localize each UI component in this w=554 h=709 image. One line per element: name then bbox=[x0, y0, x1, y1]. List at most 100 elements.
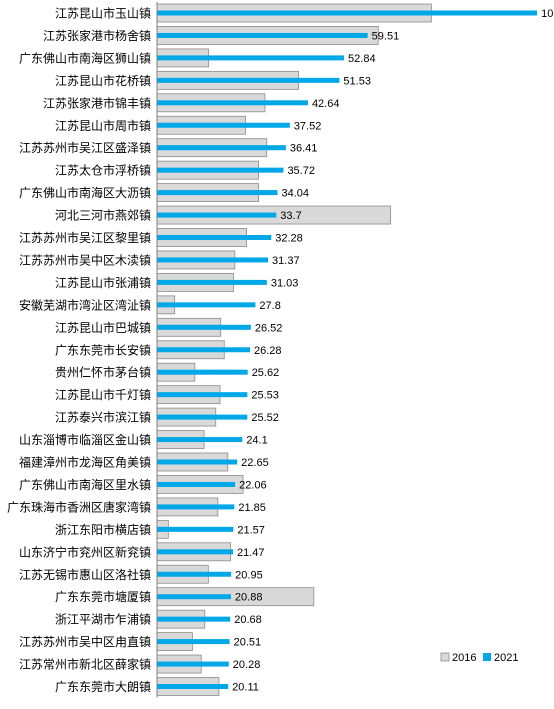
bar-2021 bbox=[157, 32, 368, 38]
category-row: 山东济宁市兖州区新兖镇 21.47 bbox=[19, 542, 265, 562]
category-label: 江苏昆山市玉山镇 bbox=[55, 6, 151, 21]
value-label-2021: 51.53 bbox=[343, 75, 371, 87]
bar-2021 bbox=[157, 661, 229, 667]
value-label-2021: 25.62 bbox=[252, 367, 280, 379]
value-label-2021: 42.64 bbox=[312, 98, 340, 110]
value-label-2021: 20.68 bbox=[234, 614, 262, 626]
bar-2021 bbox=[157, 549, 234, 555]
category-row: 江苏昆山市玉山镇 107.38 bbox=[55, 3, 554, 23]
category-row: 江苏苏州市吴中区甪直镇 20.51 bbox=[19, 632, 261, 651]
category-label: 江苏张家港市锦丰镇 bbox=[43, 95, 151, 110]
bar-2021 bbox=[157, 571, 232, 577]
category-row: 江苏昆山市千灯镇 25.53 bbox=[55, 385, 279, 405]
bar-2021 bbox=[157, 481, 236, 487]
category-row: 江苏张家港市锦丰镇 42.64 bbox=[43, 93, 340, 113]
value-label-2021: 22.06 bbox=[239, 479, 267, 491]
category-row: 广东佛山市南海区大沥镇 34.04 bbox=[19, 183, 310, 203]
value-label-2021: 20.95 bbox=[235, 569, 263, 581]
category-label: 福建漳州市龙海区角美镇 bbox=[19, 455, 151, 470]
category-label: 江苏苏州市吴中区甪直镇 bbox=[19, 634, 151, 649]
value-label-2021: 20.88 bbox=[235, 592, 263, 604]
bar-2021 bbox=[157, 392, 248, 398]
category-label: 浙江平湖市乍浦镇 bbox=[55, 612, 151, 627]
category-label: 江苏苏州市吴江区盛泽镇 bbox=[19, 140, 151, 155]
category-label: 广东佛山市南海区狮山镇 bbox=[19, 50, 151, 65]
legend-label-2021: 2021 bbox=[494, 652, 518, 664]
category-label: 江苏泰兴市滨江镇 bbox=[55, 410, 151, 425]
value-label-2021: 26.28 bbox=[254, 345, 282, 357]
category-row: 福建漳州市龙海区角美镇 22.65 bbox=[19, 452, 269, 472]
bar-2021 bbox=[157, 639, 230, 645]
bar-2021 bbox=[157, 526, 234, 532]
category-label: 安徽芜湖市湾沚区湾沚镇 bbox=[19, 297, 151, 312]
value-label-2021: 32.28 bbox=[275, 233, 303, 245]
category-label: 广东东莞市大朗镇 bbox=[55, 679, 151, 694]
value-label-2021: 59.51 bbox=[372, 30, 400, 42]
category-label: 江苏苏州市吴中区木渎镇 bbox=[19, 252, 151, 267]
bar-2021 bbox=[157, 235, 272, 240]
category-row: 广东东莞市大朗镇 20.11 bbox=[55, 677, 259, 696]
bar-2021 bbox=[157, 212, 277, 218]
category-row: 江苏张家港市杨舍镇 59.51 bbox=[43, 26, 400, 45]
bar-2021 bbox=[157, 437, 243, 443]
category-row: 江苏昆山市巴城镇 26.52 bbox=[55, 317, 283, 337]
category-row: 河北三河市燕郊镇 33.7 bbox=[55, 205, 392, 225]
bar-2021 bbox=[157, 347, 251, 353]
value-label-2021: 34.04 bbox=[282, 188, 310, 200]
category-row: 广东佛山市南海区里水镇 22.06 bbox=[19, 475, 267, 494]
legend: 2016 2021 bbox=[440, 652, 518, 664]
bar-2021 bbox=[157, 77, 340, 83]
category-label: 江苏昆山市花桥镇 bbox=[55, 73, 151, 88]
category-label: 山东淄博市临淄区金山镇 bbox=[19, 432, 151, 447]
category-label: 广东东莞市长安镇 bbox=[55, 342, 151, 357]
value-label-2021: 107.38 bbox=[541, 8, 554, 20]
category-row: 广东珠海市香洲区唐家湾镇 21.85 bbox=[7, 497, 266, 517]
bar-2021 bbox=[157, 504, 235, 510]
category-row: 江苏常州市新北区薛家镇 20.28 bbox=[19, 654, 260, 674]
value-label-2021: 24.1 bbox=[246, 435, 267, 447]
bar-2021 bbox=[157, 459, 238, 465]
category-label: 河北三河市燕郊镇 bbox=[55, 208, 151, 223]
value-label-2021: 33.7 bbox=[280, 210, 301, 222]
category-label: 江苏苏州市吴江区黎里镇 bbox=[19, 230, 151, 245]
bar-2021 bbox=[157, 55, 345, 61]
value-label-2021: 52.84 bbox=[348, 53, 376, 65]
category-label: 江苏昆山市千灯镇 bbox=[55, 387, 151, 402]
bar-2021 bbox=[157, 302, 256, 308]
category-label: 江苏昆山市张浦镇 bbox=[55, 275, 151, 290]
category-label: 广东珠海市香洲区唐家湾镇 bbox=[7, 499, 151, 514]
legend-swatch-2021 bbox=[483, 653, 491, 661]
category-label: 浙江东阳市横店镇 bbox=[55, 522, 151, 537]
category-label: 山东济宁市兖州区新兖镇 bbox=[19, 544, 151, 559]
bar-2021 bbox=[157, 594, 231, 600]
value-label-2021: 37.52 bbox=[294, 120, 322, 132]
value-label-2021: 21.85 bbox=[238, 502, 266, 514]
category-label: 广东佛山市南海区里水镇 bbox=[19, 477, 151, 492]
category-row: 江苏苏州市吴江区盛泽镇 36.41 bbox=[19, 138, 318, 158]
bar-2021 bbox=[157, 122, 290, 128]
legend-swatch-2016 bbox=[440, 652, 450, 662]
category-row: 广东东莞市塘厦镇 20.88 bbox=[55, 587, 315, 607]
bar-2021 bbox=[157, 414, 248, 420]
value-label-2021: 25.52 bbox=[251, 412, 279, 424]
value-label-2021: 26.52 bbox=[255, 322, 283, 334]
category-row: 山东淄博市临淄区金山镇 24.1 bbox=[19, 430, 268, 449]
bar-2021 bbox=[157, 145, 286, 151]
category-row: 广东佛山市南海区狮山镇 52.84 bbox=[19, 48, 376, 68]
category-row: 江苏无锡市惠山区洛社镇 20.95 bbox=[19, 564, 263, 584]
bar-2021 bbox=[157, 190, 278, 196]
category-label: 贵州仁怀市茅台镇 bbox=[55, 365, 151, 380]
bar-2021 bbox=[157, 369, 248, 375]
category-label: 江苏张家港市杨舍镇 bbox=[43, 28, 151, 43]
value-label-2021: 36.41 bbox=[290, 143, 318, 155]
category-row: 贵州仁怀市茅台镇 25.62 bbox=[55, 362, 280, 382]
category-label: 江苏昆山市巴城镇 bbox=[55, 320, 151, 335]
category-label: 江苏昆山市周市镇 bbox=[55, 118, 151, 133]
value-label-2021: 22.65 bbox=[241, 457, 269, 469]
bar-2021 bbox=[157, 10, 538, 16]
bar-2021 bbox=[157, 279, 267, 285]
category-row: 浙江平湖市乍浦镇 20.68 bbox=[55, 609, 262, 629]
category-row: 浙江东阳市横店镇 21.57 bbox=[55, 519, 265, 539]
